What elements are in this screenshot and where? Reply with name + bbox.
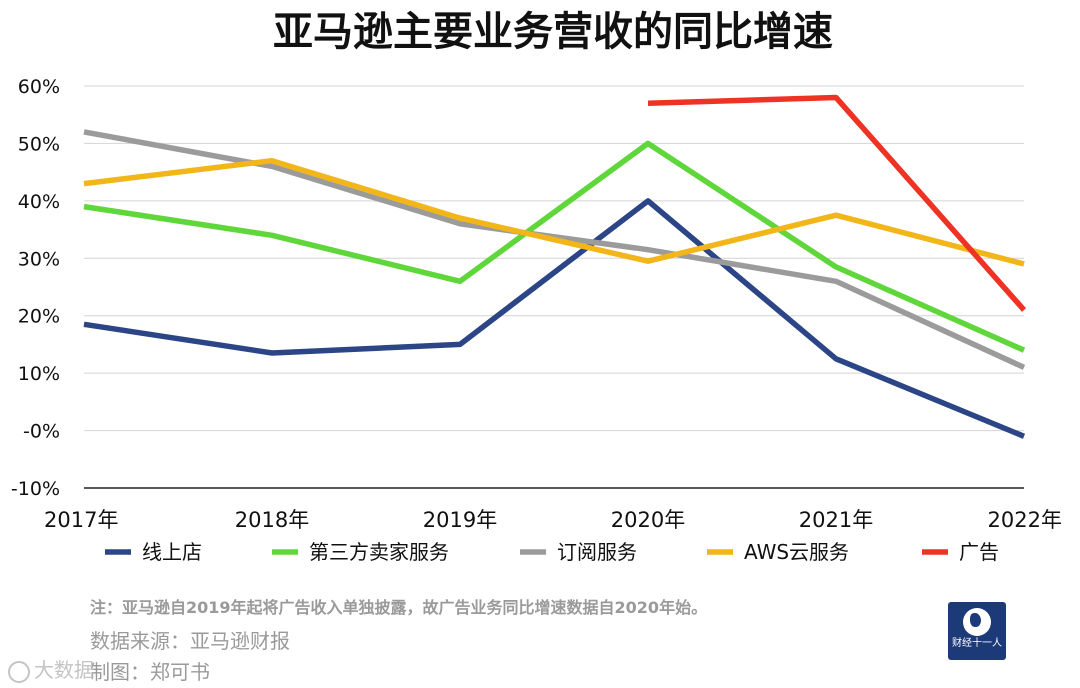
gridlines (84, 85, 1024, 489)
x-tick-label: 2020年 (611, 508, 685, 532)
y-tick-label: 50% (18, 133, 60, 155)
globe-icon (963, 608, 991, 636)
series-line-AWS云服务 (83, 157, 1025, 267)
y-tick-label: -10% (11, 478, 60, 500)
publisher-logo: 财经十一人 (948, 602, 1006, 660)
y-tick-label: -0% (23, 421, 60, 443)
legend-label: 订阅服务 (557, 540, 637, 564)
logo-text: 财经十一人 (952, 638, 1002, 649)
y-tick-label: 30% (18, 248, 60, 270)
legend-label: 线上店 (142, 540, 202, 564)
watermark-text: 大数据 (34, 658, 94, 682)
x-tick-label: 2021年 (799, 508, 873, 532)
chart-title: 亚马逊主要业务营收的同比增速 (273, 9, 833, 55)
chart-author: 制图：郑可书 (90, 660, 210, 684)
series-line-订阅服务 (83, 129, 1026, 370)
line-chart: 亚马逊主要业务营收的同比增速 60% 50% 40% 30% 20% 10% -0% -10%… (11, 9, 1062, 564)
legend-item: 订阅服务 (520, 540, 637, 564)
series-line-第三方卖家服务 (83, 140, 1026, 353)
legend-label: 第三方卖家服务 (309, 540, 449, 564)
weibo-icon (8, 660, 30, 683)
x-tick-label: 2022年 (988, 508, 1062, 532)
x-tick-label: 2017年 (44, 508, 118, 532)
legend-item: 广告 (922, 540, 999, 564)
watermark: 大数据 (8, 654, 94, 683)
x-tick-label: 2019年 (423, 508, 497, 532)
y-tick-label: 10% (18, 363, 60, 385)
x-axis-ticks: 2017年 2018年 2019年 2020年 2021年 2022年 (44, 508, 1062, 532)
footnote: 注：亚马逊自2019年起将广告收入单独披露，故广告业务同比增速数据自2020年始… (90, 598, 708, 617)
y-tick-label: 40% (18, 191, 60, 213)
legend-label: 广告 (959, 540, 999, 564)
x-tick-label: 2018年 (235, 508, 309, 532)
legend-item: 线上店 (105, 540, 202, 564)
series-line-广告 (647, 94, 1027, 312)
y-axis-ticks: 60% 50% 40% 30% 20% 10% -0% -10% (11, 76, 60, 500)
legend-label: AWS云服务 (744, 540, 849, 564)
series-line-线上店 (83, 198, 1026, 439)
y-tick-label: 60% (18, 76, 60, 98)
legend-item: 第三方卖家服务 (272, 540, 449, 564)
legend: 线上店 第三方卖家服务 订阅服务 AWS云服务 广告 (105, 540, 999, 564)
data-source: 数据来源：亚马逊财报 (90, 629, 290, 653)
series-lines (83, 94, 1027, 439)
y-tick-label: 20% (18, 306, 60, 328)
legend-item: AWS云服务 (707, 540, 849, 564)
